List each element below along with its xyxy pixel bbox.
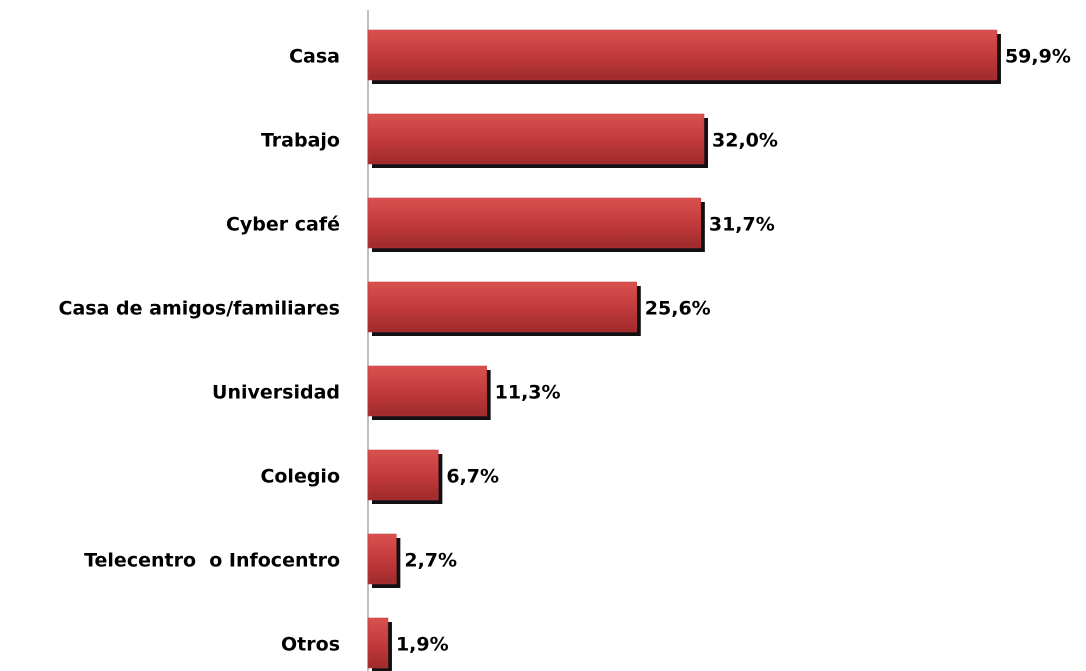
- value-label: 1,9%: [396, 634, 449, 656]
- bar: [367, 281, 638, 333]
- bar: [367, 449, 439, 501]
- bar: [367, 29, 998, 81]
- value-label: 59,9%: [1005, 46, 1071, 68]
- category-label: Universidad: [212, 382, 340, 404]
- bar: [367, 113, 705, 165]
- value-label: 32,0%: [712, 130, 778, 152]
- category-label: Trabajo: [261, 130, 340, 152]
- category-label: Telecentro o Infocentro: [84, 550, 340, 572]
- category-label: Cyber café: [226, 214, 340, 236]
- value-label: 6,7%: [446, 466, 499, 488]
- bar: [367, 365, 487, 417]
- value-label: 31,7%: [709, 214, 775, 236]
- category-label: Otros: [281, 634, 340, 656]
- bar: [367, 533, 397, 585]
- bar: [367, 617, 389, 669]
- category-label: Colegio: [260, 466, 340, 488]
- value-label: 2,7%: [404, 550, 457, 572]
- category-label: Casa de amigos/familiares: [59, 298, 340, 320]
- value-label: 25,6%: [645, 298, 711, 320]
- value-label: 11,3%: [495, 382, 561, 404]
- category-label: Casa: [289, 46, 340, 68]
- bar: [367, 197, 702, 249]
